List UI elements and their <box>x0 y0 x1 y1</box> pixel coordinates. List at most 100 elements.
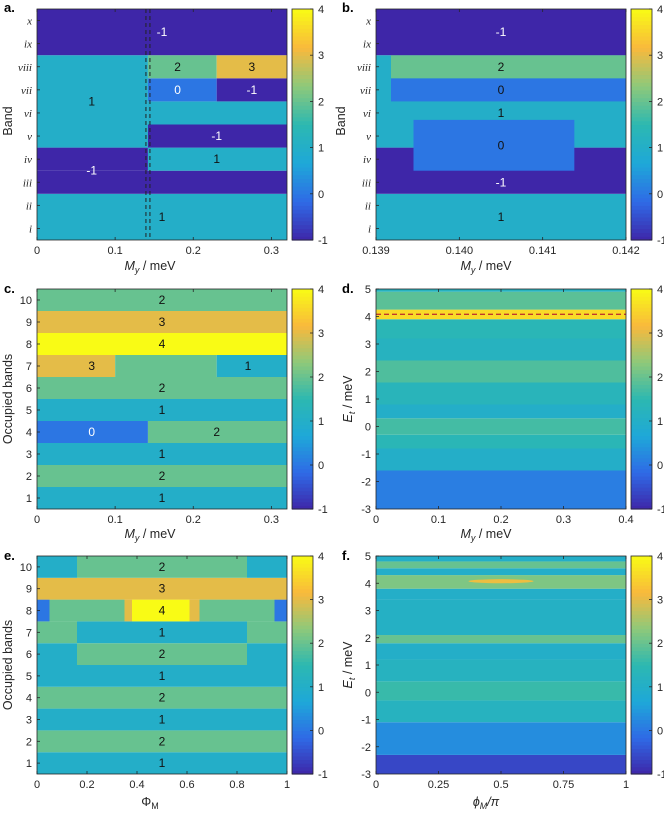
cell-value-label: -1 <box>247 83 258 97</box>
colorbar-segment <box>292 373 313 378</box>
colorbar-segment <box>631 174 652 179</box>
colorbar-segment <box>292 476 313 481</box>
x-tick-label: 0.2 <box>186 514 201 526</box>
colorbar-segment <box>292 424 313 429</box>
heatmap-cell <box>147 421 287 443</box>
colorbar-segment <box>631 128 652 133</box>
colorbar-segment <box>292 574 313 579</box>
colorbar-tick-label: 2 <box>318 638 324 650</box>
colorbar-segment <box>292 421 313 426</box>
colorbar-tick-label: -1 <box>318 235 328 247</box>
colorbar-segment <box>292 737 313 742</box>
cell-value-label: 2 <box>159 647 166 661</box>
colorbar-segment <box>631 701 652 706</box>
colorbar-segment <box>292 668 313 673</box>
colorbar-segment <box>631 585 652 590</box>
colorbar-tick-label: 0 <box>318 189 324 201</box>
x-axis-label: My / meV <box>124 527 176 543</box>
colorbar-segment <box>292 189 313 195</box>
colorbar-segment <box>292 314 313 319</box>
x-axis-label: ϕM/π <box>473 795 500 811</box>
colorbar-segment <box>292 468 313 473</box>
y-tick-label: -3 <box>361 769 371 781</box>
colorbar-segment <box>292 380 313 385</box>
x-tick-label: 0.6 <box>179 779 194 791</box>
colorbar-segment <box>292 399 313 404</box>
colorbar-segment <box>292 683 313 688</box>
colorbar-segment <box>292 752 313 757</box>
heatmap-cell <box>37 556 77 578</box>
colorbar-segment <box>292 325 313 330</box>
colorbar-segment <box>631 62 652 68</box>
colorbar-segment <box>292 726 313 731</box>
colorbar-segment <box>631 457 652 462</box>
colorbar-segment <box>631 628 652 633</box>
y-tick-label: 9 <box>26 317 32 329</box>
colorbar-tick-label: 4 <box>657 4 663 16</box>
colorbar-segment <box>292 599 313 604</box>
colorbar-box <box>630 555 653 775</box>
x-tick-label: 0 <box>34 514 40 526</box>
colorbar-segment <box>292 708 313 713</box>
colorbar-tick-label: 2 <box>657 96 663 108</box>
colorbar-segment <box>292 155 313 160</box>
y-tick-label: 1 <box>365 394 371 406</box>
colorbar-segment <box>292 358 313 363</box>
colorbar-segment <box>631 186 652 191</box>
colorbar-segment <box>631 479 652 484</box>
colorbar-segment <box>292 625 313 630</box>
colorbar-segment <box>631 734 652 739</box>
colorbar-segment <box>631 432 652 437</box>
heatmap-cell <box>37 55 148 148</box>
colorbar-segment <box>292 12 313 18</box>
spectral-band <box>376 418 626 435</box>
colorbar-segment <box>292 166 313 172</box>
colorbar-segment <box>631 201 652 206</box>
cell-value-label: 2 <box>159 381 166 395</box>
colorbar-segment <box>292 490 313 495</box>
colorbar-segment <box>631 490 652 495</box>
y-tick-label: 3 <box>26 715 32 727</box>
y-tick-label: 2 <box>26 471 32 483</box>
x-axis-label: My / meV <box>124 259 176 275</box>
cell-value-label: -1 <box>211 129 222 143</box>
colorbar-segment <box>292 377 313 382</box>
colorbar-segment <box>631 683 652 688</box>
colorbar-tick-label: 3 <box>657 328 663 340</box>
colorbar-segment <box>631 719 652 724</box>
colorbar-segment <box>631 439 652 444</box>
colorbar-segment <box>631 461 652 466</box>
colorbar-segment <box>631 388 652 393</box>
y-tick-label: 3 <box>365 606 371 618</box>
heatmap-cell <box>37 752 287 774</box>
colorbar-segment <box>631 178 652 183</box>
colorbar-segment <box>631 694 652 699</box>
spectral-band <box>376 319 626 339</box>
colorbar-segment <box>292 139 313 145</box>
colorbar-tick-label: 1 <box>318 416 324 428</box>
colorbar-segment <box>292 672 313 677</box>
colorbar-segment <box>292 465 313 470</box>
cell-value-label: -1 <box>496 175 507 189</box>
colorbar-segment <box>292 585 313 590</box>
colorbar-segment <box>631 650 652 655</box>
colorbar-segment <box>631 136 652 141</box>
colorbar-segment <box>631 329 652 334</box>
colorbar-segment <box>631 139 652 145</box>
spectral-band <box>376 635 626 644</box>
colorbar-box <box>630 288 653 510</box>
colorbar-segment <box>292 505 313 510</box>
colorbar-segment <box>292 744 313 750</box>
colorbar-segment <box>631 679 652 684</box>
colorbar-segment <box>631 224 652 230</box>
y-tick-label: -2 <box>361 477 371 489</box>
y-tick-label: 2 <box>365 633 371 645</box>
colorbar-tick-label: 3 <box>318 595 324 607</box>
heatmap-cell <box>147 147 287 171</box>
colorbar-segment <box>631 672 652 677</box>
colorbar-segment <box>292 300 313 305</box>
colorbar-segment <box>292 621 313 626</box>
heatmap-cell <box>37 443 287 465</box>
colorbar-segment <box>631 581 652 586</box>
heatmap-cell <box>247 643 287 665</box>
